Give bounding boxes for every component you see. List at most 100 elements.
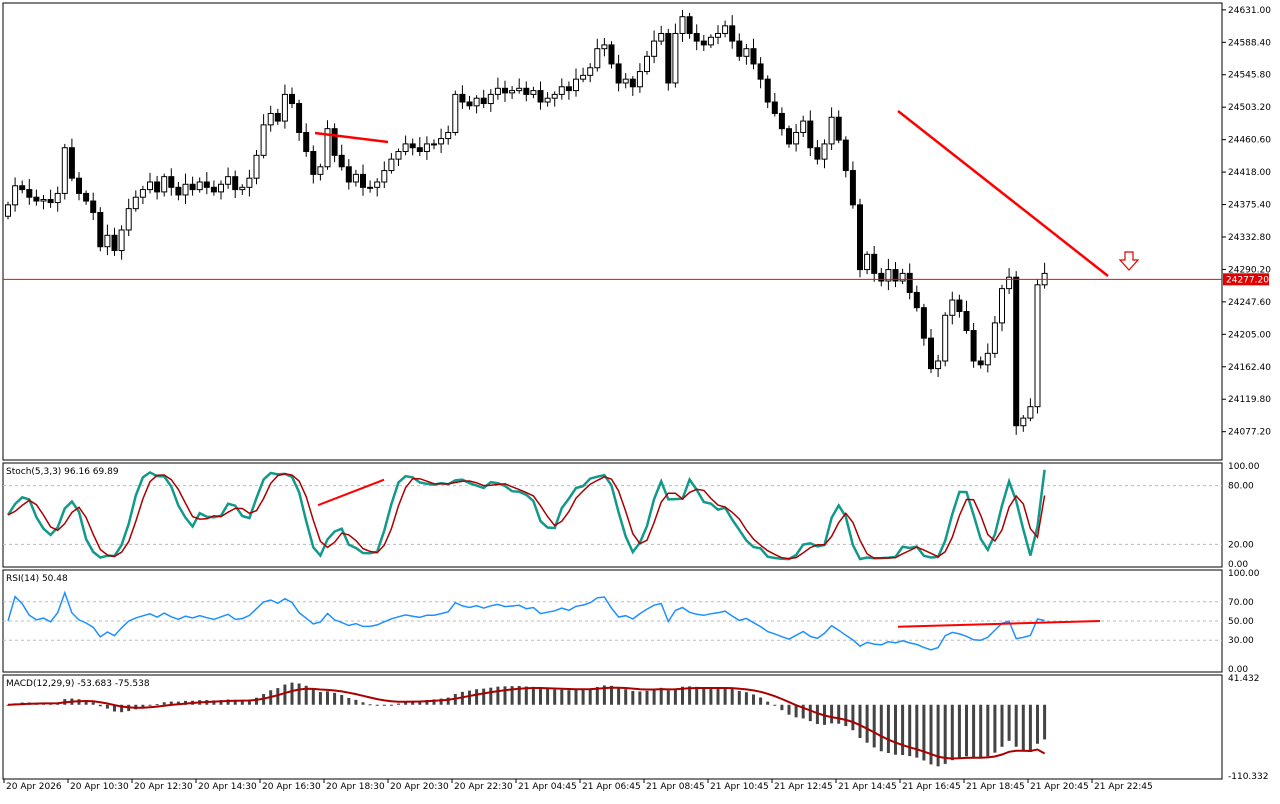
candle-body (587, 67, 594, 76)
candle-body (764, 78, 771, 103)
x-tick-label: 20 Apr 12:30 (134, 782, 193, 792)
candle-body (629, 78, 636, 88)
candle-body (161, 176, 168, 193)
candle-body (19, 185, 26, 191)
macd-histogram-bar (993, 704, 997, 753)
candle-body (942, 314, 949, 362)
candle-body (793, 131, 800, 145)
candle-body (956, 299, 963, 312)
macd-histogram-bar (879, 704, 883, 752)
candle-body (345, 166, 352, 183)
candle-body (104, 234, 111, 248)
macd-histogram-bar (98, 704, 102, 707)
candle-body (83, 192, 90, 202)
macd-histogram-bar (432, 699, 436, 705)
macd-histogram-bar (567, 690, 571, 705)
macd-histogram-bar (624, 689, 628, 705)
price-tick-label: 24545.80 (1228, 71, 1271, 81)
candle-body (537, 90, 544, 103)
macd-histogram-bar (673, 688, 677, 705)
panel-frame-stoch (2, 462, 1223, 568)
candle-body (218, 183, 224, 193)
macd-histogram-bar (439, 698, 443, 705)
candle-body (33, 196, 40, 202)
macd-histogram-bar (482, 688, 486, 705)
macd-histogram-bar (113, 704, 116, 712)
rsi-tick-label: 0.00 (1228, 665, 1248, 675)
candle-body (253, 154, 260, 179)
macd-histogram-bar (354, 699, 358, 705)
candle-body (899, 272, 906, 282)
candle-body (928, 337, 934, 370)
candle-body (367, 186, 374, 189)
macd-histogram-bar (460, 691, 464, 705)
macd-histogram-bar (844, 704, 848, 727)
candle-body (125, 208, 132, 231)
candle-body (303, 131, 310, 153)
macd-signal-line (7, 686, 1046, 760)
macd-histogram-bar (681, 686, 684, 705)
candle-body (963, 310, 970, 332)
macd-histogram-bar (524, 686, 528, 705)
macd-histogram-bar (340, 695, 344, 705)
macd-histogram-bar (808, 704, 812, 722)
candle-body (906, 272, 913, 293)
candle-body (76, 177, 82, 194)
macd-histogram-bar (496, 686, 500, 705)
macd-histogram-bar (787, 704, 791, 715)
candle-body (1013, 276, 1020, 427)
candle-body (132, 196, 139, 210)
price-tick-label: 24375.40 (1228, 201, 1271, 211)
macd-histogram-bar (908, 704, 912, 757)
price-tick-label: 24332.80 (1228, 233, 1271, 243)
candle-body (573, 78, 579, 92)
candle-body (821, 143, 828, 160)
candle-body (239, 186, 246, 191)
macd-histogram-bar (368, 704, 372, 706)
candle-body (722, 25, 729, 34)
macd-histogram-bar (617, 687, 621, 705)
trendline-2 (897, 110, 1109, 277)
macd-histogram-bar (361, 702, 365, 705)
macd-histogram-bar (1000, 704, 1004, 747)
candle-body (935, 360, 942, 370)
macd-histogram-bar (347, 698, 351, 705)
macd-histogram-bar (531, 686, 535, 705)
rsi-tick-label: 100.00 (1228, 569, 1260, 579)
macd-histogram-bar (382, 704, 386, 706)
candle-body (289, 93, 295, 105)
candle-body (523, 87, 530, 95)
macd-histogram-bar (297, 683, 301, 705)
macd-histogram-bar (666, 690, 670, 705)
candle-body (771, 101, 778, 114)
macd-histogram-bar (737, 690, 741, 705)
macd-histogram-bar (901, 704, 905, 755)
stoch-label: Stoch(5,3,3) 96.16 69.89 (6, 467, 119, 477)
candle-body (800, 120, 807, 133)
macd-histogram-bar (468, 690, 471, 705)
candle-body (317, 166, 324, 175)
current-price-tag (1223, 273, 1269, 286)
candle-body (423, 143, 430, 153)
panel-frame-macd (2, 674, 1223, 780)
macd-histogram-bar (1036, 704, 1039, 744)
candle-body (338, 154, 345, 168)
macd-histogram-bar (631, 691, 635, 705)
candle-body (203, 181, 210, 188)
candle-body (665, 32, 672, 84)
candle-body (324, 128, 331, 168)
candle-body (431, 143, 437, 146)
price-tick-label: 24418.00 (1228, 168, 1271, 178)
price-tick-label: 24631.00 (1228, 6, 1271, 16)
macd-histogram-bar (936, 704, 940, 767)
macd-histogram-bar (333, 692, 337, 705)
stoch-tick-label: 0.00 (1228, 560, 1248, 570)
candle-body (977, 360, 984, 366)
macd-histogram-bar (638, 691, 642, 705)
candle-body (452, 93, 459, 133)
candle-body (281, 93, 288, 122)
macd-histogram-bar (120, 704, 124, 713)
candle-body (374, 181, 381, 188)
candle-body (274, 112, 281, 122)
